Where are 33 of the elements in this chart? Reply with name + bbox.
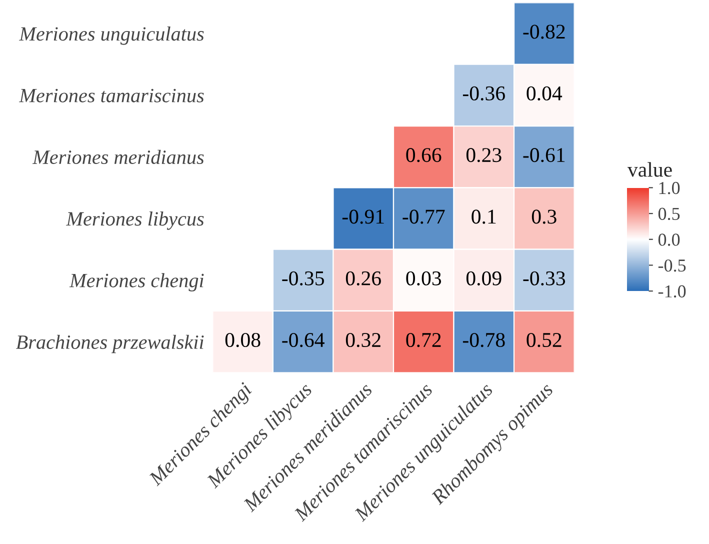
data-label: -0.78 xyxy=(462,332,505,348)
data-label: 0.52 xyxy=(526,332,562,348)
data-label: 0.26 xyxy=(346,271,381,286)
color-bar-label: 0.0 xyxy=(658,234,680,246)
y-tick-label: Meriones tamariscinus xyxy=(18,88,204,102)
data-label: 0.03 xyxy=(406,271,442,286)
data-label: -0.82 xyxy=(523,24,565,39)
y-tick-label: Brachiones przewalskii xyxy=(16,334,204,354)
y-tick-label: Meriones chengi xyxy=(69,273,204,292)
data-label: 0.23 xyxy=(466,148,502,162)
y-tick-label: Meriones libycus xyxy=(66,212,204,230)
data-label: 0.08 xyxy=(225,332,260,348)
data-label: 0.09 xyxy=(466,271,502,286)
color-bar-label: 0.5 xyxy=(658,208,680,220)
data-label: 0.3 xyxy=(532,210,556,224)
data-label: 0.72 xyxy=(406,332,441,348)
data-label: -0.35 xyxy=(282,271,324,286)
data-label: 0.32 xyxy=(346,332,380,348)
color-bar-title: value xyxy=(627,162,672,177)
data-label: -0.91 xyxy=(342,210,384,224)
data-label: -0.33 xyxy=(523,271,566,286)
data-label: 0.66 xyxy=(406,148,442,162)
data-label: -0.61 xyxy=(523,148,565,162)
data-label: 0.04 xyxy=(526,86,562,101)
data-label: -0.36 xyxy=(462,86,505,101)
data-label: -0.64 xyxy=(282,332,324,348)
y-tick-label: Meriones unguiculatus xyxy=(18,26,204,45)
color-bar-label: -0.5 xyxy=(658,259,686,272)
y-tick-label: Meriones meridianus xyxy=(32,150,204,164)
color-bar-label: 1.0 xyxy=(659,182,680,194)
data-label: -0.77 xyxy=(402,210,445,224)
data-label: 0.1 xyxy=(472,210,496,224)
color-bar-label: -1.0 xyxy=(658,285,686,298)
